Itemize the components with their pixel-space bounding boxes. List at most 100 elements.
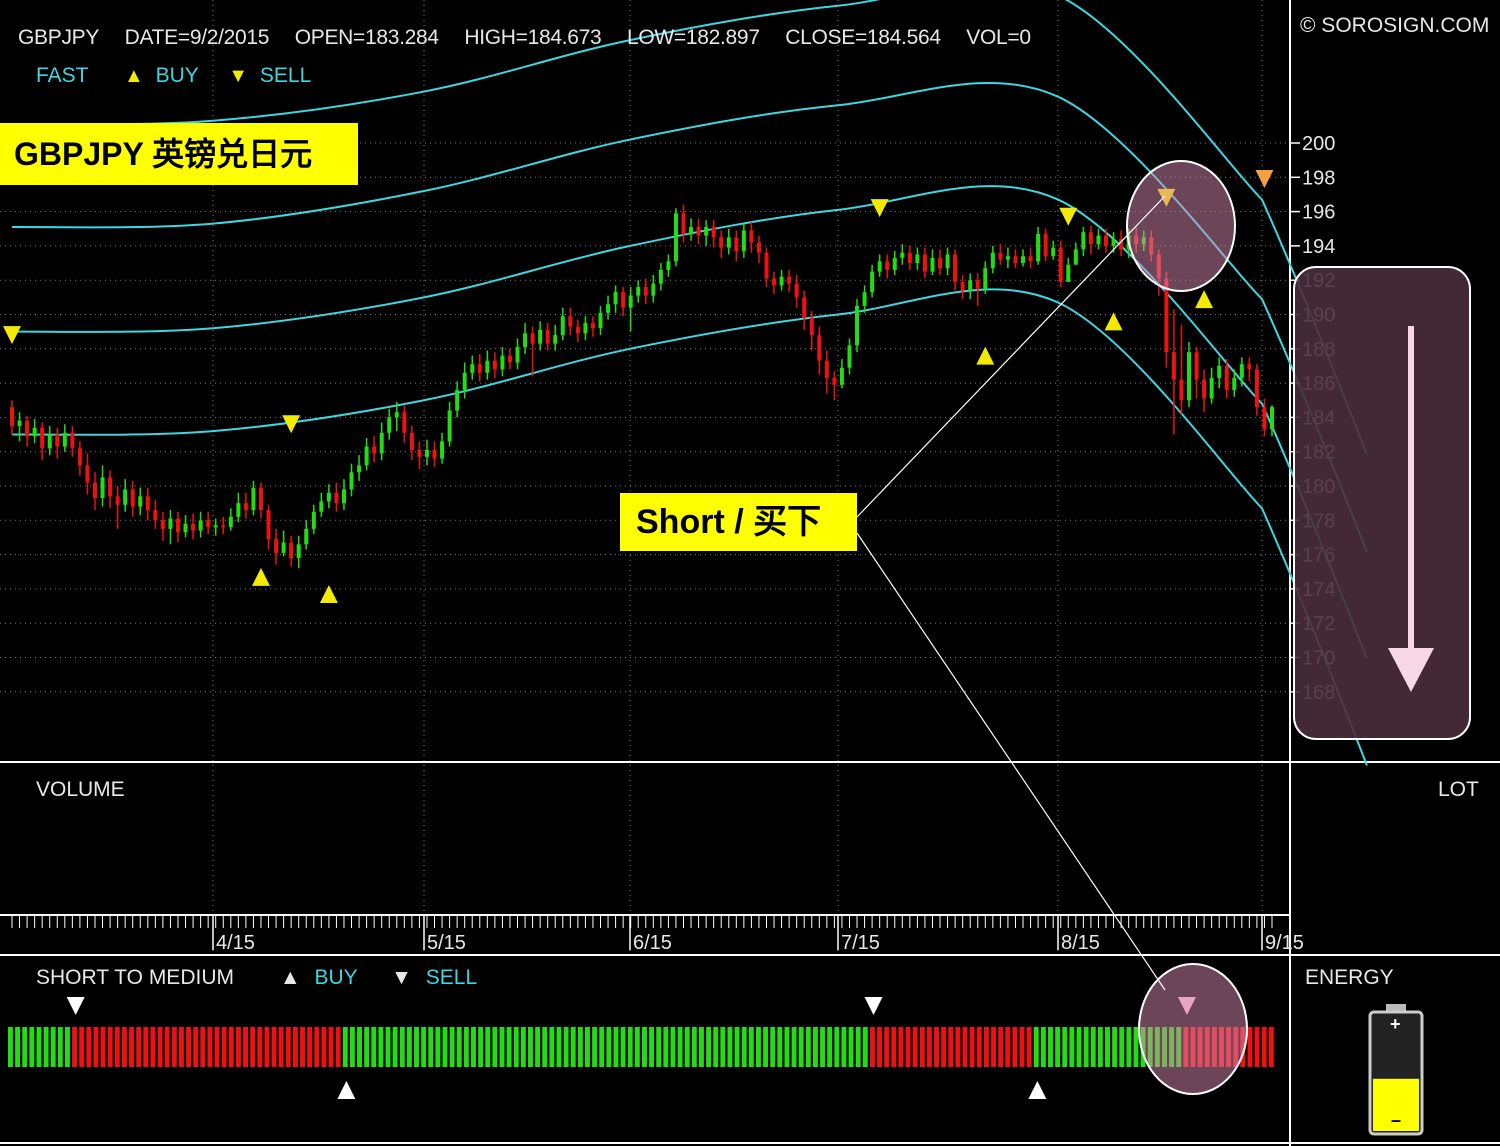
indicator-bar	[435, 1027, 441, 1067]
candle-body	[326, 492, 331, 502]
candle-body	[334, 492, 339, 504]
indicator-bar	[585, 1027, 590, 1067]
candle-body	[749, 230, 754, 243]
indicator-bar	[884, 1027, 890, 1067]
indicator-bar	[414, 1027, 419, 1067]
indicator-bar	[1097, 1027, 1103, 1067]
down-arrow-icon	[1388, 648, 1434, 692]
indicator-bar	[478, 1027, 484, 1067]
candle-body	[817, 335, 822, 361]
candle-body	[1247, 364, 1252, 370]
indicator-bar	[449, 1027, 455, 1067]
indicator-bar	[948, 1027, 954, 1067]
candle-body	[228, 516, 233, 528]
candle-body	[485, 360, 490, 373]
indicator-bar	[57, 1027, 63, 1067]
candle-body	[183, 523, 188, 533]
indicator-bar	[877, 1027, 883, 1067]
indicator-bar	[121, 1027, 127, 1067]
candle-body	[424, 449, 429, 457]
close-label: CLOSE=184.564	[785, 26, 941, 49]
indicator-bar	[214, 1027, 220, 1067]
indicator-bar	[784, 1027, 790, 1067]
indicator-bar	[955, 1027, 961, 1067]
indicator-bar	[349, 1027, 355, 1067]
buy-triangle-icon: ▲	[279, 966, 301, 989]
candle-body	[1021, 256, 1026, 264]
indicator-bar	[755, 1027, 761, 1067]
indicator-bar	[570, 1027, 576, 1067]
indicator-bar	[691, 1027, 697, 1067]
candle-body	[341, 489, 346, 504]
legend-fast: FAST	[36, 64, 89, 87]
candle-body	[734, 237, 739, 252]
indicator-bar	[976, 1027, 982, 1067]
candle-body	[651, 283, 656, 296]
indicator-bar	[642, 1027, 647, 1067]
indicator-bar	[748, 1027, 754, 1067]
callout-line	[856, 195, 1166, 518]
candle-body	[1202, 379, 1207, 399]
candle-body	[160, 520, 165, 529]
candle-body	[839, 367, 844, 385]
indicator-bar	[79, 1027, 85, 1067]
candle-body	[824, 360, 829, 378]
candle-body	[938, 257, 943, 269]
indicator-bar	[321, 1027, 327, 1067]
candle-body	[409, 432, 414, 450]
candle-body	[990, 252, 995, 269]
indicator-bar	[335, 1027, 341, 1067]
candle-body	[583, 323, 588, 334]
indicator-bar	[150, 1027, 156, 1067]
battery-plus-icon: +	[1390, 1014, 1401, 1034]
candle-body	[960, 281, 965, 291]
indicator-bar	[777, 1027, 783, 1067]
indicator-bar	[129, 1027, 135, 1067]
date-label: DATE=9/2/2015	[124, 26, 270, 49]
indicator-bar	[1062, 1027, 1068, 1067]
indicator-bar	[378, 1027, 384, 1067]
overlay: +–	[856, 160, 1471, 1136]
candle-body	[870, 271, 875, 293]
indicator-bar	[186, 1027, 192, 1067]
indicator-bar	[791, 1027, 797, 1067]
indicator-bar	[592, 1027, 598, 1067]
candle-body	[953, 254, 958, 282]
candle-body	[673, 213, 678, 262]
indicator-bar	[421, 1027, 427, 1067]
indicator-bar	[599, 1027, 605, 1067]
candle-body	[206, 520, 211, 528]
candle-body	[304, 528, 309, 545]
candle-body	[455, 389, 460, 411]
candle-body	[855, 305, 860, 346]
candle-body	[613, 292, 618, 305]
legend-buy: BUY	[155, 64, 199, 87]
indicator-bar	[342, 1027, 348, 1067]
candle-body	[1043, 233, 1048, 257]
indicator-bar	[670, 1027, 676, 1067]
volume-label: VOLUME	[36, 778, 125, 801]
indicator-bar	[805, 1027, 811, 1067]
candle-body	[568, 316, 573, 327]
candle-body	[666, 261, 671, 270]
candle-body	[523, 333, 528, 348]
candle-body	[243, 503, 248, 511]
candle-body	[289, 542, 294, 559]
candle-body	[432, 449, 437, 459]
indicator-buy-label: BUY	[314, 966, 358, 989]
indicator-bar	[164, 1027, 170, 1067]
candle-body	[470, 364, 475, 373]
candle-body	[545, 329, 550, 344]
indicator-bar	[535, 1027, 541, 1067]
candle-body	[885, 261, 890, 270]
candle-body	[10, 407, 14, 426]
indicator-bar	[934, 1027, 939, 1067]
indicator-bar	[991, 1027, 996, 1067]
candle-body	[922, 254, 927, 272]
symbol-label: GBPJPY	[18, 26, 100, 49]
indicator-bar	[328, 1027, 334, 1067]
candle-body	[77, 448, 82, 466]
indicator-bar	[926, 1027, 932, 1067]
candle-body	[507, 355, 512, 363]
candle-body	[1058, 247, 1063, 282]
